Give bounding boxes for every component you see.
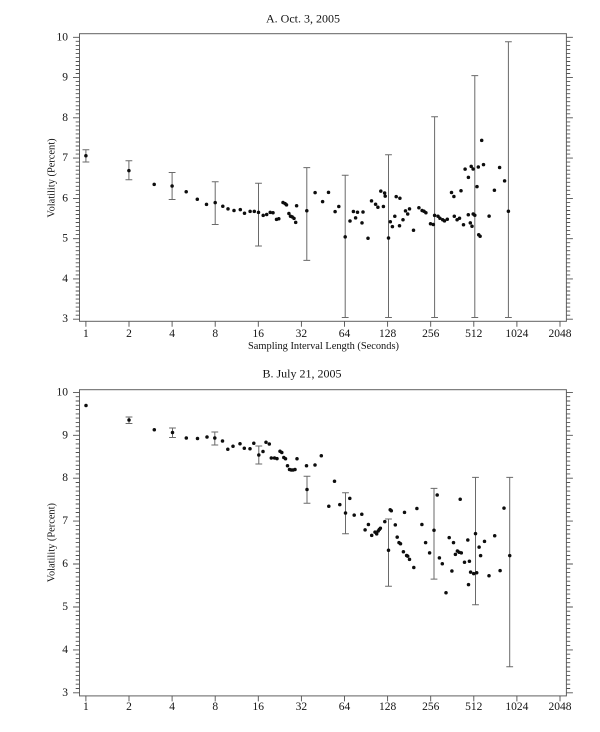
svg-text:Sampling Interval Length (Seco: Sampling Interval Length (Seconds) [248, 341, 399, 352]
svg-text:3: 3 [62, 313, 68, 325]
svg-text:1: 1 [83, 328, 89, 340]
svg-text:9: 9 [62, 429, 68, 441]
svg-text:16: 16 [253, 701, 265, 713]
svg-text:5: 5 [62, 233, 68, 245]
svg-text:Volatility (Percent): Volatility (Percent) [47, 138, 58, 217]
svg-text:128: 128 [379, 328, 397, 340]
svg-text:64: 64 [339, 328, 351, 340]
svg-text:Volatility (Percent): Volatility (Percent) [47, 503, 58, 582]
svg-text:512: 512 [465, 328, 483, 340]
svg-text:2048: 2048 [549, 701, 572, 713]
svg-text:4: 4 [169, 328, 175, 340]
svg-text:3: 3 [62, 687, 68, 699]
svg-text:6: 6 [62, 558, 68, 570]
svg-text:1024: 1024 [505, 701, 528, 713]
svg-text:4: 4 [62, 644, 68, 656]
svg-text:512: 512 [465, 701, 483, 713]
svg-text:256: 256 [422, 701, 440, 713]
svg-text:1024: 1024 [505, 328, 528, 340]
svg-text:7: 7 [62, 152, 68, 164]
svg-text:8: 8 [212, 328, 218, 340]
svg-text:8: 8 [62, 472, 68, 484]
svg-text:8: 8 [212, 701, 218, 713]
svg-text:1: 1 [83, 701, 89, 713]
svg-text:64: 64 [339, 701, 351, 713]
svg-text:32: 32 [296, 328, 308, 340]
svg-text:8: 8 [62, 112, 68, 124]
svg-text:4: 4 [62, 273, 68, 285]
svg-text:256: 256 [422, 328, 440, 340]
svg-text:32: 32 [296, 701, 308, 713]
svg-text:2: 2 [126, 328, 132, 340]
svg-text:10: 10 [57, 386, 69, 398]
svg-text:4: 4 [169, 701, 175, 713]
svg-text:16: 16 [253, 328, 265, 340]
svg-text:128: 128 [379, 701, 397, 713]
svg-text:2: 2 [126, 701, 132, 713]
svg-text:6: 6 [62, 192, 68, 204]
svg-text:2048: 2048 [549, 328, 572, 340]
svg-text:9: 9 [62, 72, 68, 84]
svg-text:10: 10 [57, 31, 69, 43]
svg-text:7: 7 [62, 515, 68, 527]
svg-text:5: 5 [62, 601, 68, 613]
svg-text:B. July 21, 2005: B. July 21, 2005 [262, 367, 341, 381]
svg-text:A. Oct. 3, 2005: A. Oct. 3, 2005 [266, 12, 340, 26]
